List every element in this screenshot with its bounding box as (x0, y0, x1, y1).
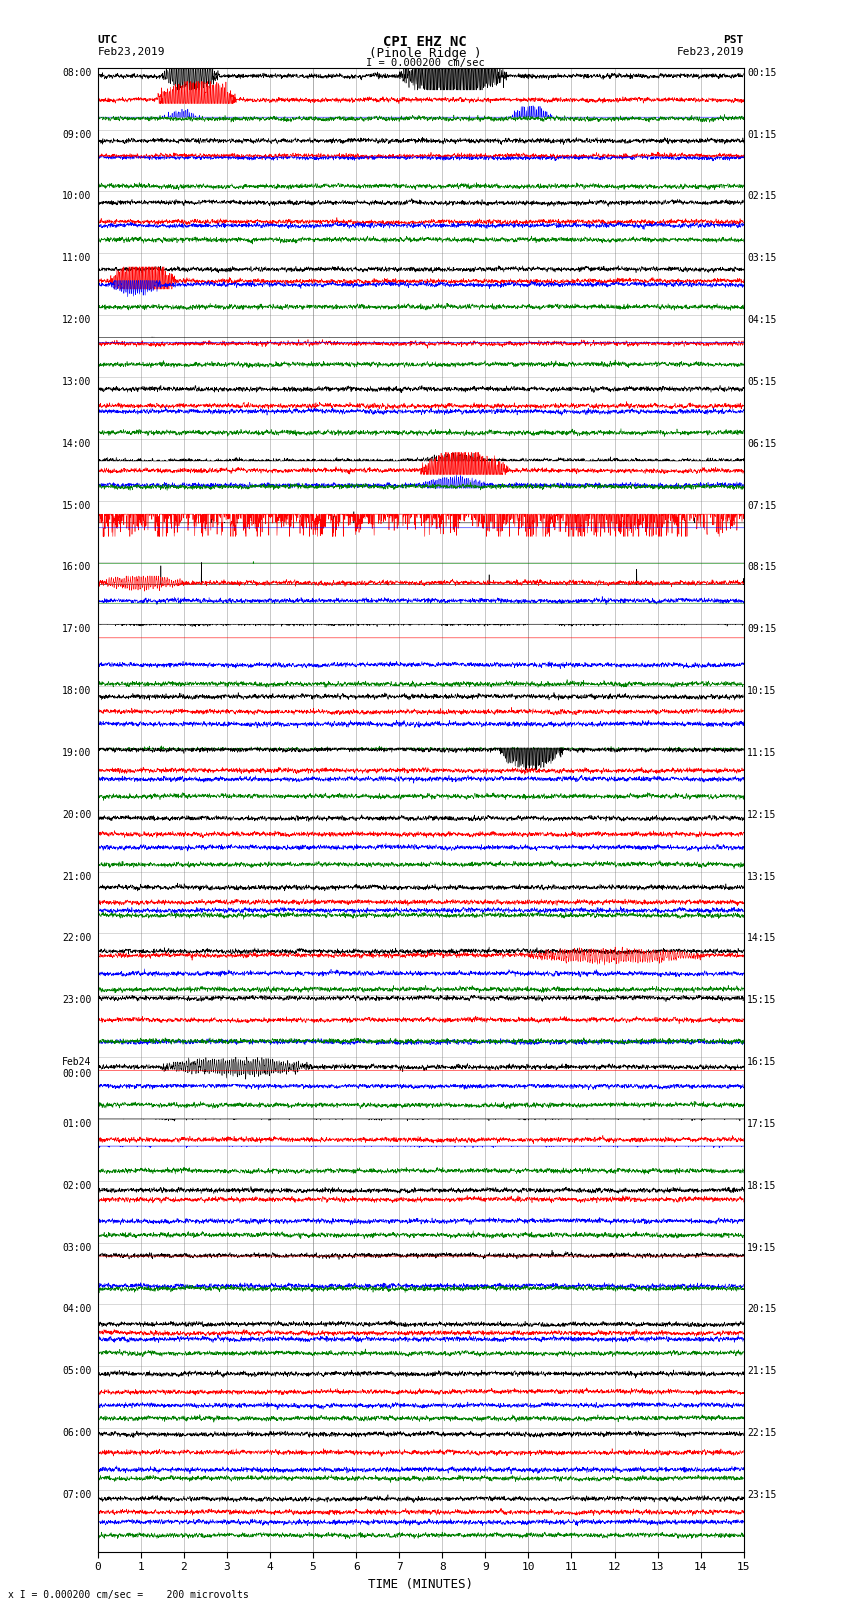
Text: 16:15: 16:15 (747, 1057, 776, 1068)
Text: I = 0.000200 cm/sec: I = 0.000200 cm/sec (366, 58, 484, 68)
Text: 10:00: 10:00 (62, 192, 91, 202)
Text: 23:15: 23:15 (747, 1490, 776, 1500)
Text: 21:00: 21:00 (62, 871, 91, 882)
Text: 15:00: 15:00 (62, 500, 91, 511)
Text: x I = 0.000200 cm/sec =    200 microvolts: x I = 0.000200 cm/sec = 200 microvolts (8, 1590, 249, 1600)
Text: 07:00: 07:00 (62, 1490, 91, 1500)
Text: Feb23,2019: Feb23,2019 (677, 47, 744, 56)
Text: 16:00: 16:00 (62, 563, 91, 573)
Text: 19:00: 19:00 (62, 748, 91, 758)
Text: 06:15: 06:15 (747, 439, 776, 448)
Text: 18:15: 18:15 (747, 1181, 776, 1190)
Text: 05:00: 05:00 (62, 1366, 91, 1376)
Text: 12:00: 12:00 (62, 315, 91, 326)
Text: 04:00: 04:00 (62, 1305, 91, 1315)
Text: 03:15: 03:15 (747, 253, 776, 263)
Text: Feb24
00:00: Feb24 00:00 (62, 1057, 91, 1079)
Text: 09:15: 09:15 (747, 624, 776, 634)
X-axis label: TIME (MINUTES): TIME (MINUTES) (368, 1578, 473, 1590)
Text: 09:00: 09:00 (62, 129, 91, 140)
Text: CPI EHZ NC: CPI EHZ NC (383, 35, 467, 50)
Text: 22:00: 22:00 (62, 934, 91, 944)
Text: 11:00: 11:00 (62, 253, 91, 263)
Text: 10:15: 10:15 (747, 686, 776, 697)
Text: Feb23,2019: Feb23,2019 (98, 47, 165, 56)
Text: 20:00: 20:00 (62, 810, 91, 819)
Text: 06:00: 06:00 (62, 1428, 91, 1439)
Text: 19:15: 19:15 (747, 1242, 776, 1253)
Text: 12:15: 12:15 (747, 810, 776, 819)
Text: 02:15: 02:15 (747, 192, 776, 202)
Text: 14:15: 14:15 (747, 934, 776, 944)
Text: (Pinole Ridge ): (Pinole Ridge ) (369, 47, 481, 60)
Text: 17:00: 17:00 (62, 624, 91, 634)
Text: 21:15: 21:15 (747, 1366, 776, 1376)
Text: 20:15: 20:15 (747, 1305, 776, 1315)
Text: PST: PST (723, 35, 744, 45)
Text: 05:15: 05:15 (747, 377, 776, 387)
Text: 17:15: 17:15 (747, 1119, 776, 1129)
Text: UTC: UTC (98, 35, 118, 45)
Text: 23:00: 23:00 (62, 995, 91, 1005)
Text: 08:00: 08:00 (62, 68, 91, 77)
Text: 04:15: 04:15 (747, 315, 776, 326)
Text: 15:15: 15:15 (747, 995, 776, 1005)
Text: 03:00: 03:00 (62, 1242, 91, 1253)
Text: 13:00: 13:00 (62, 377, 91, 387)
Text: 01:15: 01:15 (747, 129, 776, 140)
Text: 01:00: 01:00 (62, 1119, 91, 1129)
Text: 13:15: 13:15 (747, 871, 776, 882)
Text: 22:15: 22:15 (747, 1428, 776, 1439)
Text: 07:15: 07:15 (747, 500, 776, 511)
Text: 00:15: 00:15 (747, 68, 776, 77)
Text: 02:00: 02:00 (62, 1181, 91, 1190)
Text: 14:00: 14:00 (62, 439, 91, 448)
Text: 11:15: 11:15 (747, 748, 776, 758)
Text: 08:15: 08:15 (747, 563, 776, 573)
Text: 18:00: 18:00 (62, 686, 91, 697)
